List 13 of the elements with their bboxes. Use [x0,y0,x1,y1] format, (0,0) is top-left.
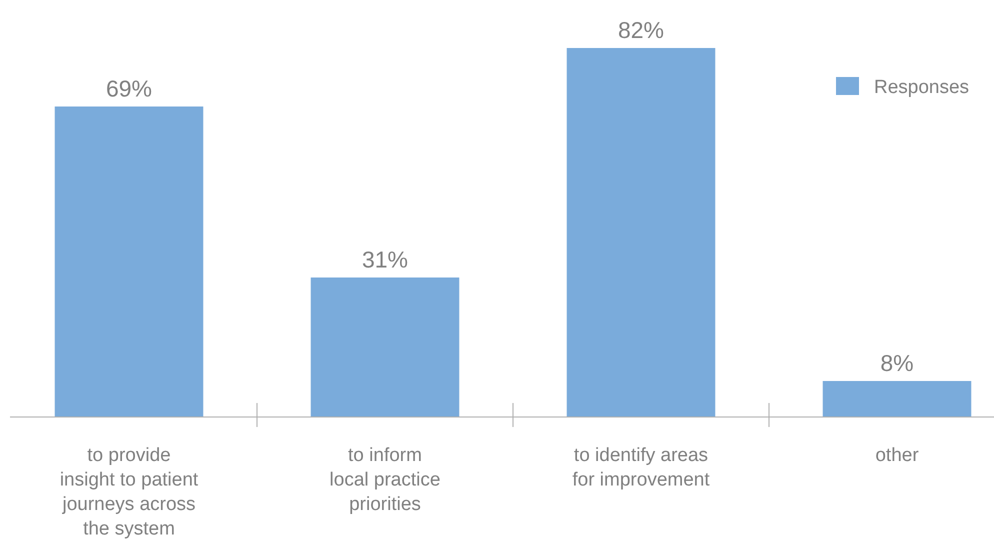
data-label: 82% [618,17,664,43]
x-tick-label: to inform local practice priorities [330,445,440,515]
x-tick-label: to provide insight to patient journeys across the system [60,445,199,540]
legend-label: Responses [874,77,970,98]
x-tick-label: other [875,445,920,466]
data-label: 69% [106,76,152,102]
bar [822,381,972,417]
bar [54,106,204,417]
x-tick-label: to identify areas for improvement [572,445,710,490]
bar [310,278,460,417]
data-label: 31% [362,246,408,272]
bar [566,48,716,417]
data-label: 8% [880,350,914,376]
